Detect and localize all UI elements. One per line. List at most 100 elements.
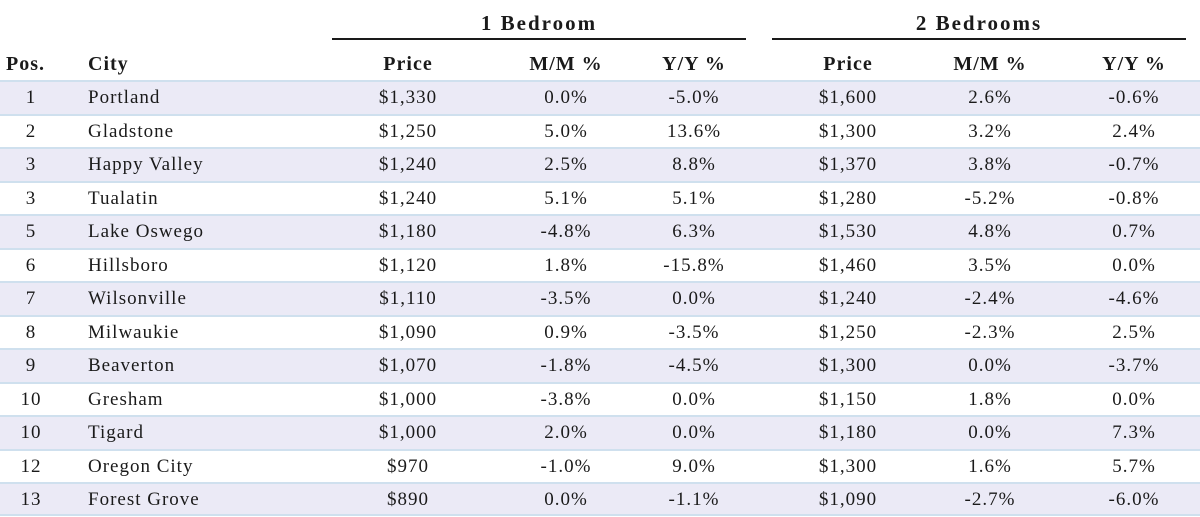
- table-cell: 10: [20, 388, 42, 410]
- table-cell: $1,240: [818, 288, 878, 309]
- table-cell: 0.0%: [968, 422, 1012, 443]
- table-cell: 2.6%: [968, 87, 1012, 108]
- table-cell: Gresham: [88, 388, 164, 410]
- table-cell: 2.4%: [1112, 120, 1156, 142]
- table-cell: 10: [20, 422, 42, 443]
- table-cell: -2.4%: [964, 288, 1016, 309]
- column-header-5: Y/Y %: [662, 53, 726, 75]
- group-header-2: 2 Bedrooms: [915, 11, 1043, 35]
- table-cell: -3.7%: [1108, 355, 1160, 376]
- table-cell: -4.6%: [1108, 288, 1160, 309]
- table-cell: Gladstone: [88, 120, 175, 142]
- table-cell: -4.5%: [668, 355, 720, 376]
- column-header-4: M/M %: [529, 53, 603, 75]
- table-cell: $1,240: [378, 154, 438, 175]
- table-cell: -4.8%: [540, 221, 592, 242]
- table-cell: 3.8%: [968, 154, 1012, 175]
- table-cell: $1,090: [818, 489, 878, 510]
- table-cell: $1,090: [378, 321, 438, 343]
- table-cell: Portland: [88, 87, 161, 108]
- table-row: 6 Hillsboro $1,120 1.8% -15.8% $1,460 3.5% 0.0%: [0, 247, 1200, 282]
- column-header-8: Y/Y %: [1102, 53, 1166, 75]
- table-cell: 0.0%: [544, 87, 588, 108]
- table-cell: -0.6%: [1108, 87, 1160, 108]
- table-cell: $1,250: [378, 120, 438, 142]
- table-cell: 5.0%: [544, 120, 588, 142]
- table-row: 8 Milwaukie $1,090 0.9% -3.5% $1,250 -2.3% 2.5%: [0, 314, 1200, 349]
- table-cell: 2.0%: [544, 422, 588, 443]
- group-header-1: 1 Bedroom: [480, 11, 598, 35]
- table-row: 13 Forest Grove $890 0.0% -1.1% $1,090 -2.7% -6…: [0, 482, 1200, 516]
- table-cell: Lake Oswego: [88, 221, 204, 242]
- table-cell: 13: [20, 489, 42, 510]
- table-cell: $1,110: [379, 288, 437, 309]
- table-cell: Wilsonville: [88, 288, 187, 309]
- table-cell: 5: [25, 221, 37, 242]
- table-cell: $1,000: [378, 422, 438, 443]
- table-cell: -1.1%: [668, 489, 720, 510]
- table-cell: $1,330: [378, 87, 438, 108]
- table-cell: Beaverton: [88, 355, 176, 376]
- table-row: 2 Gladstone $1,250 5.0% 13.6% $1,300 3.2% 2.4%: [0, 113, 1200, 148]
- column-header-1: Pos.: [6, 53, 45, 75]
- table-row: 12 Oregon City $970 -1.0% 9.0% $1,300 1.6% 5.7%: [0, 448, 1200, 483]
- table-cell: 0.0%: [544, 489, 588, 510]
- table-row: 10 Gresham $1,000 -3.8% 0.0% $1,150 1.8% 0.0%: [0, 381, 1200, 416]
- table-row: 7 Wilsonville $1,110 -3.5% 0.0% $1,240 -2.4% -4…: [0, 281, 1200, 315]
- table-cell: $1,300: [818, 455, 878, 477]
- table-cell: 5.1%: [672, 187, 716, 209]
- table-cell: 4.8%: [968, 221, 1012, 242]
- table-cell: Hillsboro: [88, 254, 169, 276]
- table-cell: $1,120: [378, 254, 438, 276]
- table-cell: -3.5%: [540, 288, 592, 309]
- table-cell: $1,300: [818, 120, 878, 142]
- table-cell: 0.9%: [544, 321, 588, 343]
- table-cell: 8.8%: [672, 154, 716, 175]
- table-cell: $1,000: [378, 388, 438, 410]
- table-cell: 2.5%: [1112, 321, 1156, 343]
- table-cell: $1,240: [378, 187, 438, 209]
- table-cell: $1,600: [818, 87, 878, 108]
- table-cell: $1,180: [378, 221, 438, 242]
- table-cell: $890: [387, 489, 429, 510]
- table-cell: Tigard: [88, 422, 144, 443]
- table-cell: Oregon City: [88, 455, 194, 477]
- table-row: 3 Tualatin $1,240 5.1% 5.1% $1,280 -5.2% -0.8%: [0, 180, 1200, 215]
- table-cell: 1: [25, 87, 37, 108]
- table-cell: 7.3%: [1112, 422, 1156, 443]
- table-cell: $1,150: [818, 388, 878, 410]
- table-row: 1 Portland $1,330 0.0% -5.0% $1,600 2.6% -0.6%: [0, 80, 1200, 114]
- table-cell: Happy Valley: [88, 154, 204, 175]
- column-header-3: Price: [383, 53, 433, 75]
- table-cell: 5.1%: [544, 187, 588, 209]
- table-cell: $1,370: [818, 154, 878, 175]
- table-cell: 0.7%: [1112, 221, 1156, 242]
- column-header-2: City: [88, 53, 129, 75]
- table-cell: $1,070: [378, 355, 438, 376]
- column-header-7: M/M %: [953, 53, 1027, 75]
- table-cell: -0.7%: [1108, 154, 1160, 175]
- table-cell: -3.8%: [540, 388, 592, 410]
- column-header-6: Price: [823, 53, 873, 75]
- table-cell: -5.2%: [964, 187, 1016, 209]
- table-cell: $970: [387, 455, 429, 477]
- table-cell: 9.0%: [672, 455, 716, 477]
- table-cell: 8: [25, 321, 37, 343]
- table-row: 9 Beaverton $1,070 -1.8% -4.5% $1,300 0.0% -3.7…: [0, 348, 1200, 382]
- table-cell: 0.0%: [1112, 254, 1156, 276]
- table-row: 10 Tigard $1,000 2.0% 0.0% $1,180 0.0% 7.3%: [0, 415, 1200, 449]
- table-cell: 2.5%: [544, 154, 588, 175]
- table-cell: Milwaukie: [88, 321, 180, 343]
- table-cell: 6: [25, 254, 37, 276]
- table-cell: Forest Grove: [88, 489, 200, 510]
- table-cell: -0.8%: [1108, 187, 1160, 209]
- table-cell: 0.0%: [672, 422, 716, 443]
- table-cell: $1,530: [818, 221, 878, 242]
- table-cell: -3.5%: [668, 321, 720, 343]
- table-cell: 3.2%: [968, 120, 1012, 142]
- table-cell: 1.8%: [968, 388, 1012, 410]
- table-cell: 3.5%: [968, 254, 1012, 276]
- table-cell: 0.0%: [672, 388, 716, 410]
- table-cell: 3: [25, 187, 37, 209]
- group-rule-1: [332, 38, 746, 40]
